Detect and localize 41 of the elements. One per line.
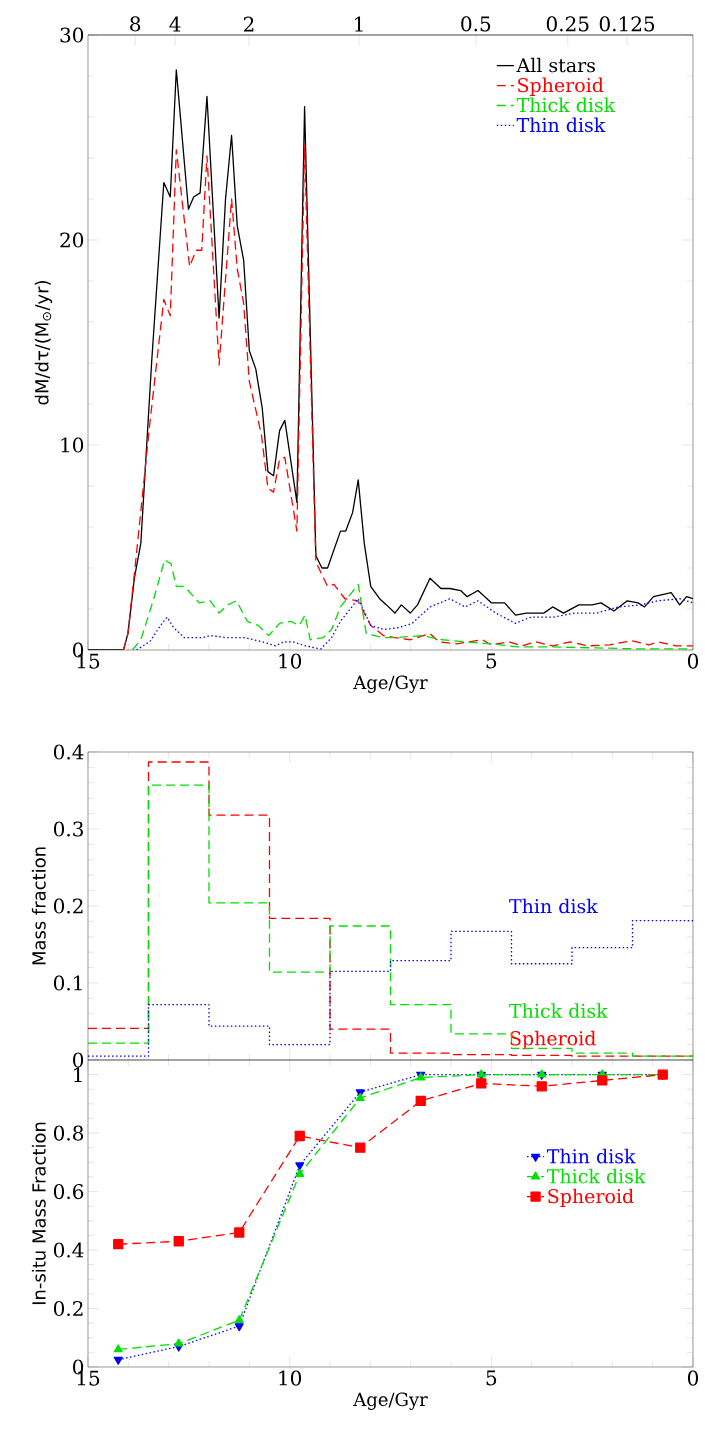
y-tick-label: 30 (60, 27, 84, 43)
x-tick-label: 0 (687, 1370, 699, 1386)
x-tick-label: 10 (279, 653, 302, 669)
y-tick-label: 0.2 (53, 898, 83, 914)
y-tick-label: 20 (60, 232, 84, 248)
series-label: Thick disk (509, 1003, 608, 1019)
y-axis-title: In-situ Mass Fraction (31, 1122, 46, 1305)
y-axis-title: Mass fraction (31, 847, 46, 965)
y-tick-label: 1 (74, 1067, 82, 1083)
legend-label: Thin disk (546, 1148, 636, 1164)
text: 4 (169, 16, 181, 32)
legend-label: Spheroid (518, 77, 604, 96)
legend-label: Thick disk (516, 97, 616, 113)
y-tick-label: 0 (73, 1052, 84, 1068)
series-label: Thin disk (509, 898, 598, 914)
series-label: Spheroid (510, 1030, 596, 1050)
text: 0.5 (461, 16, 491, 32)
legend-label: Thin disk (516, 117, 606, 133)
y-tick-label: 10 (61, 437, 84, 453)
x-axis-title: Age/Gyr (353, 1392, 428, 1410)
text: 0.25 (546, 16, 589, 32)
x-tick-label: 0 (687, 653, 699, 669)
x-tick-label: 5 (486, 1370, 497, 1386)
y-tick-label: 0.1 (53, 975, 82, 991)
y-tick-label: 0.8 (53, 1125, 84, 1141)
legend-label: Spheroid (548, 1188, 634, 1208)
x-tick-label: 5 (486, 653, 497, 669)
y-tick-label: 0.2 (53, 1300, 83, 1317)
text: 1 (355, 16, 363, 32)
x-tick-label: 10 (279, 1370, 302, 1386)
y-axis-title: dM/dτ/(M$_{⊙}$/yr) (34, 280, 53, 405)
text: 2 (243, 16, 254, 32)
y-tick-label: 0.6 (53, 1184, 84, 1200)
text: 8 (130, 16, 141, 32)
y-tick-label: 0.4 (53, 1242, 84, 1258)
x-axis-title: Age/Gyr (353, 675, 428, 693)
y-tick-label: 0.4 (53, 744, 84, 760)
legend-label: Thick disk (546, 1168, 646, 1184)
y-tick-label: 0.3 (53, 821, 83, 837)
legend-label: All stars (516, 57, 595, 73)
text: 0.125 (599, 16, 655, 32)
